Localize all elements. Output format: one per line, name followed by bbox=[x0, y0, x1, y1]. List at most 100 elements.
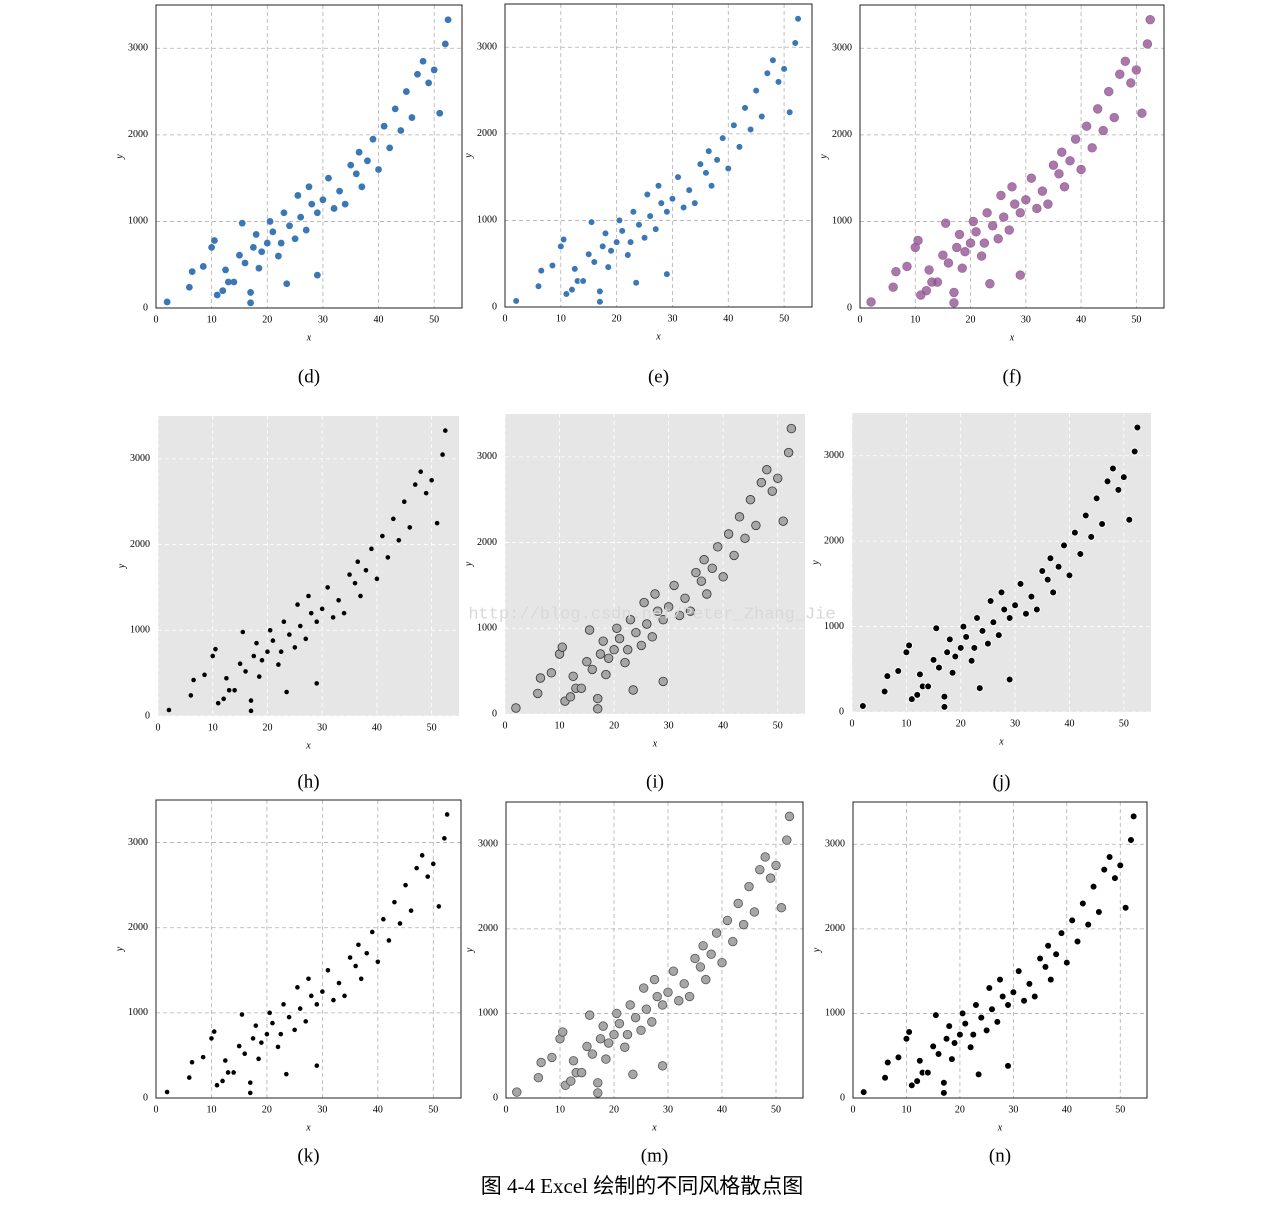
point bbox=[929, 1042, 937, 1051]
point bbox=[1079, 899, 1087, 908]
point bbox=[905, 641, 913, 650]
point bbox=[1145, 15, 1155, 25]
point bbox=[881, 1073, 889, 1082]
point bbox=[1070, 134, 1081, 144]
point bbox=[598, 242, 607, 251]
point bbox=[284, 1071, 289, 1077]
point bbox=[1005, 614, 1014, 622]
x-tick-label: 0 bbox=[503, 720, 508, 731]
panel-caption: (e) bbox=[648, 366, 669, 387]
point bbox=[211, 1029, 217, 1034]
x-tick-label: 10 bbox=[208, 722, 218, 733]
point bbox=[1092, 104, 1103, 114]
point bbox=[763, 69, 772, 78]
point bbox=[548, 261, 557, 270]
point bbox=[291, 235, 299, 243]
point bbox=[1095, 908, 1103, 916]
point bbox=[1036, 954, 1044, 963]
point bbox=[419, 853, 425, 858]
point bbox=[774, 78, 783, 86]
point bbox=[1076, 164, 1086, 175]
y-tick-label: 2000 bbox=[130, 539, 150, 550]
point bbox=[358, 183, 366, 191]
point bbox=[408, 908, 414, 913]
x-tick-label: 50 bbox=[1115, 1104, 1125, 1115]
point bbox=[224, 675, 229, 681]
point bbox=[1010, 199, 1020, 209]
x-tick-label: 50 bbox=[1119, 718, 1129, 729]
point bbox=[913, 235, 923, 246]
point bbox=[1054, 169, 1064, 179]
point bbox=[236, 251, 243, 259]
panel: 0 10 20 30 40 50 0 1000 2000 3000 x y (m) bbox=[464, 801, 804, 1166]
point bbox=[247, 1090, 253, 1096]
x-tick-label: 30 bbox=[318, 314, 328, 325]
point bbox=[247, 1080, 253, 1085]
point bbox=[385, 555, 391, 560]
point bbox=[248, 698, 254, 703]
point bbox=[1033, 605, 1041, 614]
panel-caption: (k) bbox=[297, 1145, 319, 1166]
point bbox=[760, 852, 770, 862]
point bbox=[355, 559, 361, 565]
point bbox=[295, 602, 300, 607]
point bbox=[636, 1025, 646, 1036]
point bbox=[628, 685, 638, 695]
point bbox=[342, 993, 347, 999]
point bbox=[767, 486, 777, 496]
point bbox=[1065, 156, 1075, 166]
point bbox=[734, 512, 745, 522]
point bbox=[364, 157, 371, 165]
x-tick-label: 40 bbox=[1062, 1104, 1072, 1115]
panel-caption: (f) bbox=[1003, 366, 1022, 387]
point bbox=[987, 221, 998, 231]
point bbox=[757, 112, 766, 121]
point bbox=[618, 227, 627, 235]
point bbox=[773, 473, 783, 483]
point bbox=[380, 122, 388, 130]
point bbox=[1046, 975, 1055, 984]
point bbox=[684, 991, 695, 1002]
point bbox=[1037, 186, 1048, 196]
point bbox=[626, 238, 635, 246]
point bbox=[587, 218, 596, 226]
point bbox=[249, 244, 257, 251]
point bbox=[935, 663, 943, 672]
point bbox=[188, 693, 194, 698]
point bbox=[210, 653, 216, 659]
point bbox=[1043, 575, 1052, 584]
point bbox=[965, 238, 976, 248]
point bbox=[224, 278, 232, 286]
point bbox=[358, 593, 363, 599]
point bbox=[902, 648, 911, 656]
point bbox=[239, 1012, 245, 1017]
x-tick-label: 50 bbox=[1131, 314, 1141, 325]
point bbox=[425, 874, 431, 879]
x-tick-label: 40 bbox=[1076, 314, 1086, 325]
point bbox=[355, 148, 363, 156]
point bbox=[598, 636, 608, 646]
y-tick-label: 3000 bbox=[832, 43, 852, 54]
point bbox=[320, 989, 325, 994]
point bbox=[353, 963, 358, 969]
point bbox=[562, 290, 571, 298]
plot-background bbox=[158, 416, 459, 716]
point bbox=[352, 580, 358, 586]
point bbox=[1043, 199, 1053, 209]
point bbox=[632, 278, 640, 287]
point bbox=[730, 121, 738, 129]
point bbox=[945, 1022, 954, 1030]
point bbox=[998, 992, 1007, 1001]
point bbox=[1071, 528, 1079, 537]
point bbox=[962, 633, 970, 641]
point bbox=[584, 625, 595, 635]
point bbox=[1098, 520, 1106, 528]
point bbox=[650, 589, 660, 599]
x-tick-label: 30 bbox=[317, 1104, 327, 1115]
point bbox=[609, 1029, 619, 1040]
point bbox=[888, 282, 898, 292]
point bbox=[728, 936, 738, 947]
x-tick-label: 30 bbox=[1021, 314, 1031, 325]
point bbox=[1087, 143, 1097, 153]
point bbox=[185, 283, 193, 291]
